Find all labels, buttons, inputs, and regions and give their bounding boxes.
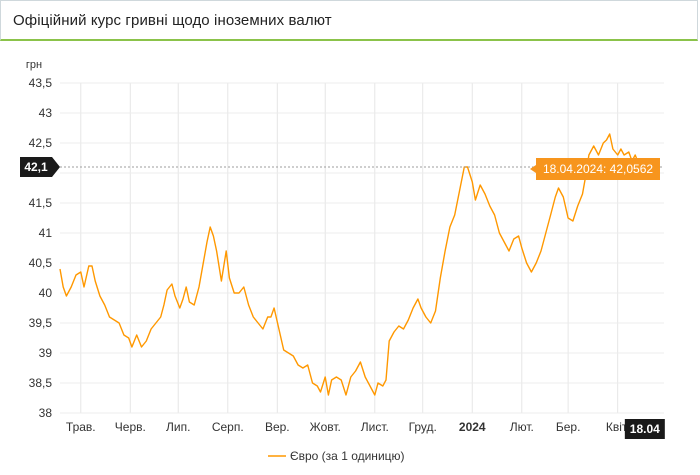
y-tick-label: 38,5 [29, 376, 53, 390]
page-title: Офіційний курс гривні щодо іноземних вал… [13, 12, 332, 29]
page-header: Офіційний курс гривні щодо іноземних вал… [0, 0, 698, 41]
legend-label-euro[interactable]: Євро (за 1 одиницю) [290, 449, 405, 463]
y-tick-label: 39 [39, 346, 53, 360]
x-tick-label: Трав. [66, 420, 96, 434]
exchange-rate-chart[interactable]: грн 43,54342,54241,54140,54039,53938,538… [0, 44, 700, 470]
crosshair-y-label: 42,1 [20, 157, 60, 177]
tooltip-text: 18.04.2024: 42,0562 [543, 162, 653, 176]
y-tick-label: 43 [39, 106, 53, 120]
x-tick-label: Лип. [166, 420, 190, 434]
y-tick-label: 42,5 [29, 136, 53, 150]
x-tick-label: Лист. [361, 420, 389, 434]
x-tick-label: 2024 [459, 420, 486, 434]
series-line-euro [59, 133, 646, 396]
x-tick-label: Груд. [409, 420, 437, 434]
tooltip: 18.04.2024: 42,0562 [530, 158, 660, 180]
x-tick-label: Вер. [265, 420, 290, 434]
x-tick-label: Лют. [510, 420, 534, 434]
x-tick-label: Черв. [115, 420, 146, 434]
y-tick-label: 40,5 [29, 256, 53, 270]
crosshair-x-value: 18.04 [630, 422, 660, 436]
x-tick-label: Жовт. [310, 420, 341, 434]
x-tick-label: Квіт. [606, 420, 630, 434]
y-tick-label: 39,5 [29, 316, 53, 330]
vertical-grid [80, 83, 619, 413]
y-tick-label: 41,5 [29, 196, 53, 210]
x-axis: Трав. Черв. Лип. Серп. Вер. Жовт. Лист. Груд. 20… [66, 420, 630, 434]
legend[interactable]: Євро (за 1 одиницю) [268, 449, 405, 463]
x-tick-label: Бер. [556, 420, 581, 434]
crosshair-x-label: 18.04 [624, 419, 665, 439]
chart-area[interactable]: грн 43,54342,54241,54140,54039,53938,538… [0, 44, 700, 470]
y-tick-label: 38 [39, 406, 53, 420]
crosshair-y-value: 42,1 [24, 160, 48, 174]
y-tick-label: 43,5 [29, 76, 53, 90]
y-tick-label: 41 [39, 226, 53, 240]
horizontal-grid [60, 82, 664, 414]
y-tick-label: 40 [39, 286, 53, 300]
x-tick-label: Серп. [212, 420, 244, 434]
y-axis-unit: грн [26, 59, 42, 71]
